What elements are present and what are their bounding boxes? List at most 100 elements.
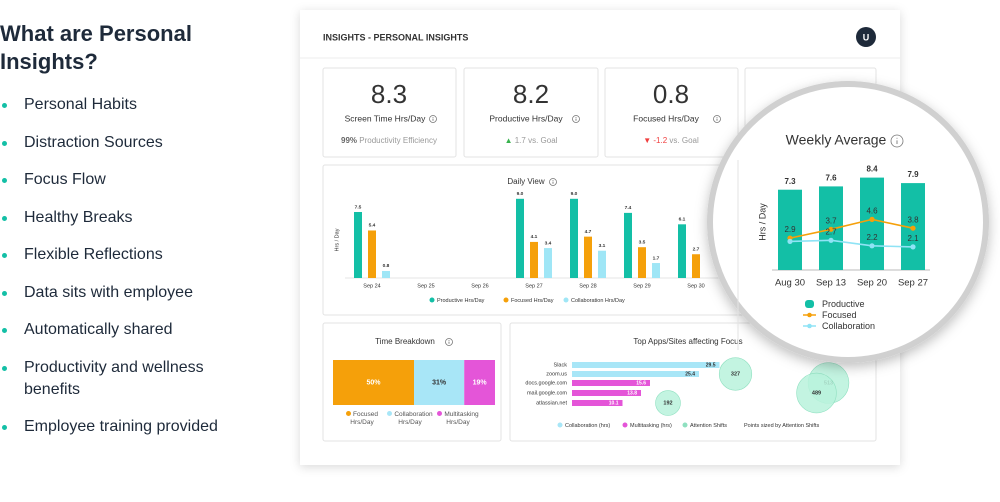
legend-label: Focused Hrs/Day [350,411,378,426]
chart-title: Top Apps/Sites affecting Focus [633,337,742,346]
legend-swatch [437,411,443,416]
info-icon [890,134,904,148]
chart-title: Weekly Average [786,132,887,148]
legend-label: Focused [822,310,857,320]
sidebar-title: What are Personal Insights? [0,21,192,74]
x-tick-label: Sep 24 [363,283,380,289]
feature-item: Healthy Breaks [0,207,244,229]
kpi-note-value: -1.2 [653,136,667,145]
info-icon [552,179,554,181]
data-label: 10.1 [609,401,619,407]
data-label: 489 [812,390,821,396]
feature-item: Distraction Sources [0,132,244,154]
kpi-note-value: 1.7 [515,136,527,145]
kpi-card [463,67,599,158]
legend-label: Collaboration [822,321,875,331]
down-arrow-icon: ▼ [643,136,651,145]
bar [368,230,376,278]
info-icon [575,116,577,118]
feature-item: Focus Flow [0,169,244,191]
y-tick-label: Slack [554,362,568,368]
bar [778,189,802,270]
kpi-note-text: Productivity Efficiency [359,136,437,145]
data-label: 2.7 [825,227,837,236]
legend-label: Productive [822,299,865,309]
x-tick-label: Sep 13 [816,278,846,289]
data-label: 50% [366,379,381,386]
bar [382,270,390,278]
legend-swatch [805,300,814,308]
bar-segment [333,360,414,405]
info-icon [572,115,580,123]
data-label: 4.6 [866,207,878,216]
data-label: 9.0 [517,191,524,197]
kpi-note: ▲ 1.7 vs. Goal [505,136,558,145]
legend-swatch [682,422,688,428]
data-label: 7.3 [784,177,796,186]
legend-swatch [622,422,628,428]
info-icon [549,178,557,186]
data-label: 7.6 [825,174,837,183]
data-label: 2.1 [907,234,919,243]
point [910,244,916,250]
legend-label: Focused Hrs/Day [511,298,554,304]
legend-label: Collaboration (hrs) [565,423,610,429]
legend-swatch [807,312,812,318]
legend-label: Collaboration Hrs/Day [571,298,625,304]
bar [572,390,641,396]
kpi-value: 8.2 [513,79,549,109]
x-tick-label: Sep 27 [898,278,928,289]
x-tick-label: Aug 30 [775,278,805,289]
data-label: 9.0 [571,191,578,197]
bar [572,400,623,406]
y-tick-label: atlassian.net [536,400,567,406]
info-icon [448,339,450,341]
avatar[interactable] [856,27,876,47]
legend-swatch [557,422,563,428]
legend-swatch [563,297,569,303]
bar [516,198,524,278]
data-label: 25.4 [685,372,695,378]
data-label: 8.4 [866,165,878,174]
bar [638,247,646,278]
bar [598,250,606,278]
data-label: 7.9 [907,170,919,179]
x-tick-label: Sep 25 [417,283,434,289]
legend-swatch [387,411,393,416]
feature-item: Automatically shared [0,319,244,341]
data-label: 5.4 [369,223,376,229]
feature-item: Employee training provided [0,416,244,438]
bar [530,241,538,278]
kpi-label: Screen Time Hrs/Day [345,113,427,123]
data-label: 2.7 [693,247,700,253]
sidebar: What are Personal Insights? Personal Hab… [0,20,280,454]
info-icon [445,338,453,346]
feature-item: Productivity and wellness benefits [0,357,244,401]
kpi-note-value: 99% [341,136,357,145]
data-label: 0.8 [383,263,390,269]
bar [692,254,700,278]
kpi-value: 0.8 [653,79,689,109]
kpi-label: Focused Hrs/Day [633,113,699,123]
x-tick-label: Sep 28 [579,283,596,289]
line [789,218,914,239]
point [787,238,793,244]
data-label: 2.2 [866,233,878,242]
kpi-value: 8.3 [371,79,407,109]
bar [678,224,686,278]
kpi-note-text: vs. Goal [669,136,699,145]
point [910,225,916,231]
info-icon [432,116,434,118]
up-arrow-icon: ▲ [505,136,513,145]
kpi-card [604,67,739,158]
legend-item: Multitasking Hrs/Day [434,411,482,427]
point [869,243,875,249]
x-tick-label: Sep 26 [471,283,488,289]
kpi-note-text: vs. Goal [528,136,558,145]
kpi-note: 99% Productivity Efficiency [341,136,437,145]
y-tick-label: docs.google.com [525,380,567,386]
data-label: 2.9 [784,225,796,234]
data-label: 7.5 [355,204,362,210]
